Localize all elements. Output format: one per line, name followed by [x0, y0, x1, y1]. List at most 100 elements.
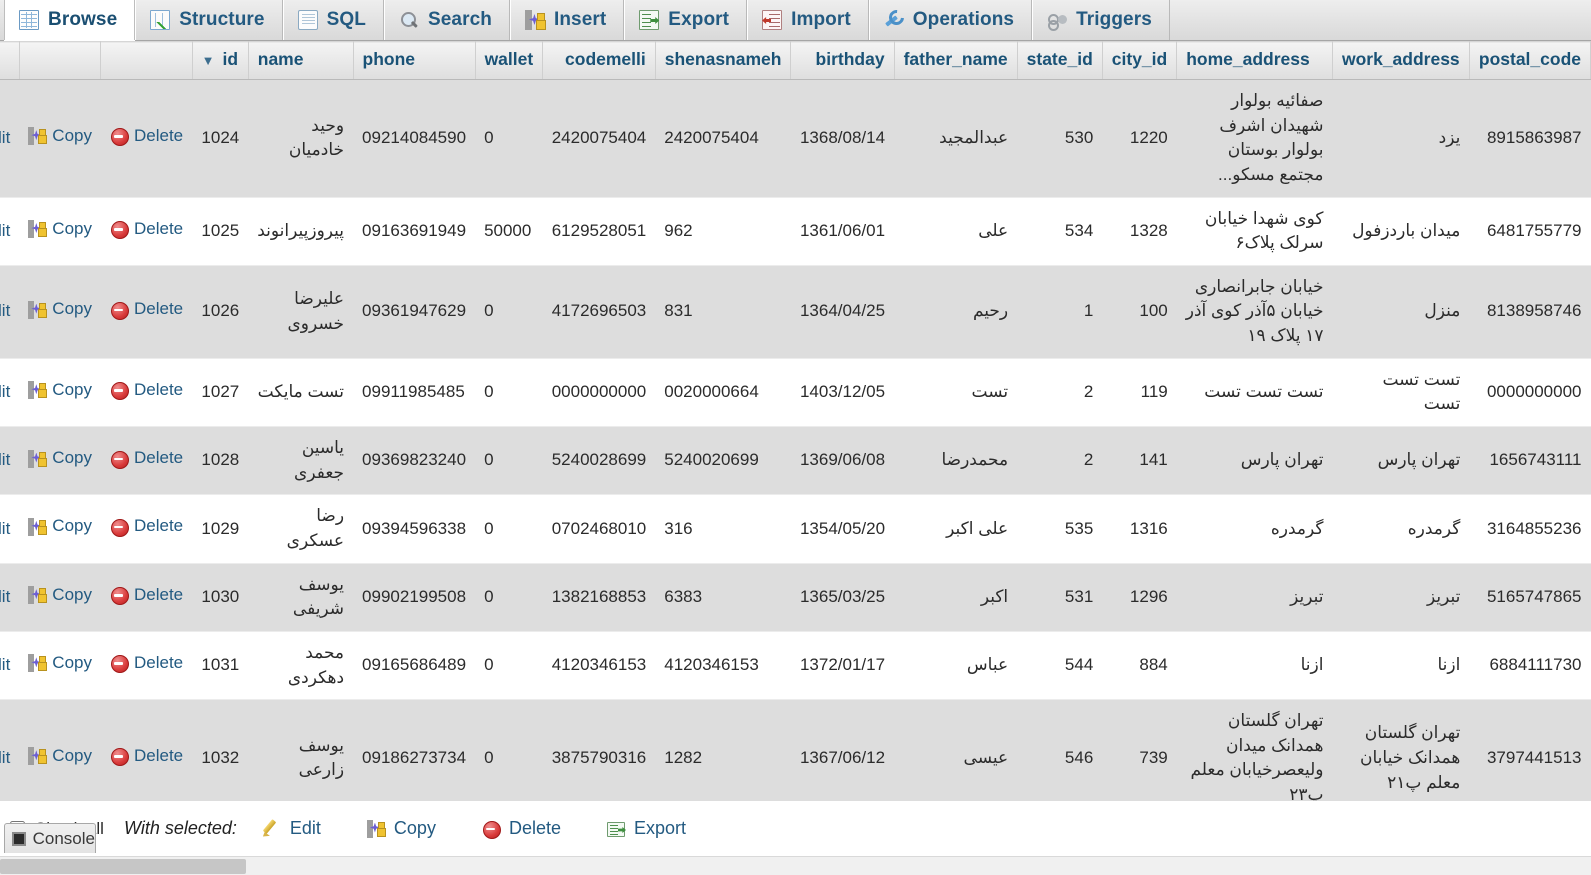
row-copy-link[interactable]: Copy — [28, 744, 92, 769]
row-edit-link[interactable]: Edit — [0, 746, 10, 771]
cell-wallet[interactable]: 0 — [475, 79, 543, 198]
cell-work_address[interactable]: تبریز — [1332, 563, 1470, 632]
cell-id[interactable]: 1030 — [192, 563, 249, 632]
row-copy-link[interactable]: Copy — [28, 378, 92, 403]
column-header-state_id[interactable]: state_id — [1017, 41, 1103, 80]
cell-home_address[interactable]: خیابان جابرانصاری خیابان ۵آذر کوی آذر ۱۷… — [1176, 265, 1333, 359]
column-header-work_address[interactable]: work_address — [1332, 41, 1470, 80]
table-row[interactable]: Edit Copy Delete 1025پیروزپیرانوند091636919… — [0, 197, 1591, 266]
cell-phone[interactable]: 09361947629 — [353, 265, 476, 359]
cell-work_address[interactable]: تهران گلستان همدانک خیابان معلم پ۲۱ — [1332, 699, 1470, 801]
row-edit-cell[interactable]: Edit — [0, 79, 20, 198]
bulk-edit-button[interactable]: Edit — [263, 818, 321, 839]
horizontal-scrollbar[interactable] — [0, 856, 1591, 875]
cell-home_address[interactable]: تهران پارس — [1176, 426, 1333, 496]
cell-postal_code[interactable]: 3164855236 — [1469, 494, 1591, 564]
cell-state_id[interactable]: 1 — [1017, 265, 1103, 359]
cell-id[interactable]: 1026 — [192, 265, 249, 359]
cell-codemelli[interactable]: 0702468010 — [542, 494, 656, 564]
cell-home_address[interactable]: صفائیه بولوار شهیدان اشرف بولوار بوستان … — [1176, 79, 1333, 198]
tab-operations[interactable]: Operations — [868, 0, 1033, 40]
cell-state_id[interactable]: 531 — [1017, 563, 1103, 632]
cell-wallet[interactable]: 0 — [475, 631, 543, 701]
cell-father_name[interactable]: اکبر — [894, 563, 1018, 632]
row-edit-cell[interactable]: Edit — [0, 563, 20, 632]
cell-city_id[interactable]: 1328 — [1102, 197, 1177, 266]
row-delete-cell[interactable]: Delete — [100, 265, 193, 359]
cell-birthday[interactable]: 1369/06/08 — [790, 426, 895, 496]
cell-phone[interactable]: 09165686489 — [353, 631, 476, 701]
cell-father_name[interactable]: عبدالمجید — [894, 79, 1018, 198]
cell-shenasnameh[interactable]: 4120346153 — [655, 631, 791, 701]
row-edit-cell[interactable]: Edit — [0, 197, 20, 266]
cell-phone[interactable]: 09369823240 — [353, 426, 476, 496]
tab-triggers[interactable]: Triggers — [1032, 0, 1170, 40]
cell-work_address[interactable]: ازنا — [1332, 631, 1470, 701]
tab-insert[interactable]: Insert — [509, 0, 625, 40]
cell-id[interactable]: 1028 — [192, 426, 249, 496]
row-delete-cell[interactable]: Delete — [100, 197, 193, 266]
cell-wallet[interactable]: 0 — [475, 699, 543, 801]
cell-postal_code[interactable]: 8915863987 — [1469, 79, 1591, 198]
cell-birthday[interactable]: 1372/01/17 — [790, 631, 895, 701]
cell-shenasnameh[interactable]: 5240020699 — [655, 426, 791, 496]
row-delete-link[interactable]: Delete — [110, 124, 183, 149]
row-copy-cell[interactable]: Copy — [19, 631, 101, 701]
row-edit-cell[interactable]: Edit — [0, 631, 20, 701]
cell-phone[interactable]: 09163691949 — [353, 197, 476, 266]
cell-codemelli[interactable]: 1382168853 — [542, 563, 656, 632]
cell-codemelli[interactable]: 0000000000 — [542, 358, 656, 428]
tab-structure[interactable]: Structure — [135, 0, 283, 40]
row-copy-link[interactable]: Copy — [28, 297, 92, 322]
row-edit-link[interactable]: Edit — [0, 517, 10, 542]
cell-state_id[interactable]: 544 — [1017, 631, 1103, 701]
cell-father_name[interactable]: تست — [894, 358, 1018, 428]
cell-state_id[interactable]: 530 — [1017, 79, 1103, 198]
row-delete-cell[interactable]: Delete — [100, 79, 193, 198]
column-header-name[interactable]: name — [248, 41, 354, 80]
cell-postal_code[interactable]: 5165747865 — [1469, 563, 1591, 632]
row-edit-cell[interactable]: Edit — [0, 358, 20, 428]
cell-work_address[interactable]: منزل — [1332, 265, 1470, 359]
bulk-copy-button[interactable]: Copy — [366, 818, 436, 839]
cell-id[interactable]: 1025 — [192, 197, 249, 266]
row-copy-link[interactable]: Copy — [28, 217, 92, 242]
cell-codemelli[interactable]: 6129528051 — [542, 197, 656, 266]
cell-codemelli[interactable]: 4120346153 — [542, 631, 656, 701]
cell-birthday[interactable]: 1364/04/25 — [790, 265, 895, 359]
tab-search[interactable]: Search — [383, 0, 510, 40]
cell-city_id[interactable]: 1296 — [1102, 563, 1177, 632]
column-header-codemelli[interactable]: codemelli — [542, 41, 656, 80]
row-delete-link[interactable]: Delete — [110, 514, 183, 539]
cell-codemelli[interactable]: 3875790316 — [542, 699, 656, 801]
cell-phone[interactable]: 09911985485 — [353, 358, 476, 428]
bulk-delete-button[interactable]: Delete — [482, 818, 561, 839]
cell-city_id[interactable]: 884 — [1102, 631, 1177, 701]
row-copy-cell[interactable]: Copy — [19, 426, 101, 496]
tab-import[interactable]: Import — [747, 0, 869, 40]
console-tab[interactable]: Console — [4, 823, 96, 853]
results-table-container[interactable]: ▼ id name phone wallet codemelli shenasnameh bi… — [0, 41, 1591, 801]
cell-father_name[interactable]: عیسی — [894, 699, 1018, 801]
cell-name[interactable]: محمد دهکردی — [248, 631, 354, 701]
row-edit-link[interactable]: Edit — [0, 299, 10, 324]
cell-city_id[interactable]: 739 — [1102, 699, 1177, 801]
row-edit-link[interactable]: Edit — [0, 126, 10, 151]
cell-home_address[interactable]: تهران گلستان همدانک میدان ولیعصرخیابان م… — [1176, 699, 1333, 801]
cell-name[interactable]: یوسف شریفی — [248, 563, 354, 632]
cell-name[interactable]: پیروزپیرانوند — [248, 197, 354, 266]
row-delete-cell[interactable]: Delete — [100, 358, 193, 428]
cell-birthday[interactable]: 1354/05/20 — [790, 494, 895, 564]
row-edit-link[interactable]: Edit — [0, 653, 10, 678]
row-delete-cell[interactable]: Delete — [100, 699, 193, 801]
cell-id[interactable]: 1032 — [192, 699, 249, 801]
cell-id[interactable]: 1027 — [192, 358, 249, 428]
row-copy-cell[interactable]: Copy — [19, 563, 101, 632]
cell-state_id[interactable]: 546 — [1017, 699, 1103, 801]
cell-phone[interactable]: 09902199508 — [353, 563, 476, 632]
cell-name[interactable]: وحید خادمیان — [248, 79, 354, 198]
